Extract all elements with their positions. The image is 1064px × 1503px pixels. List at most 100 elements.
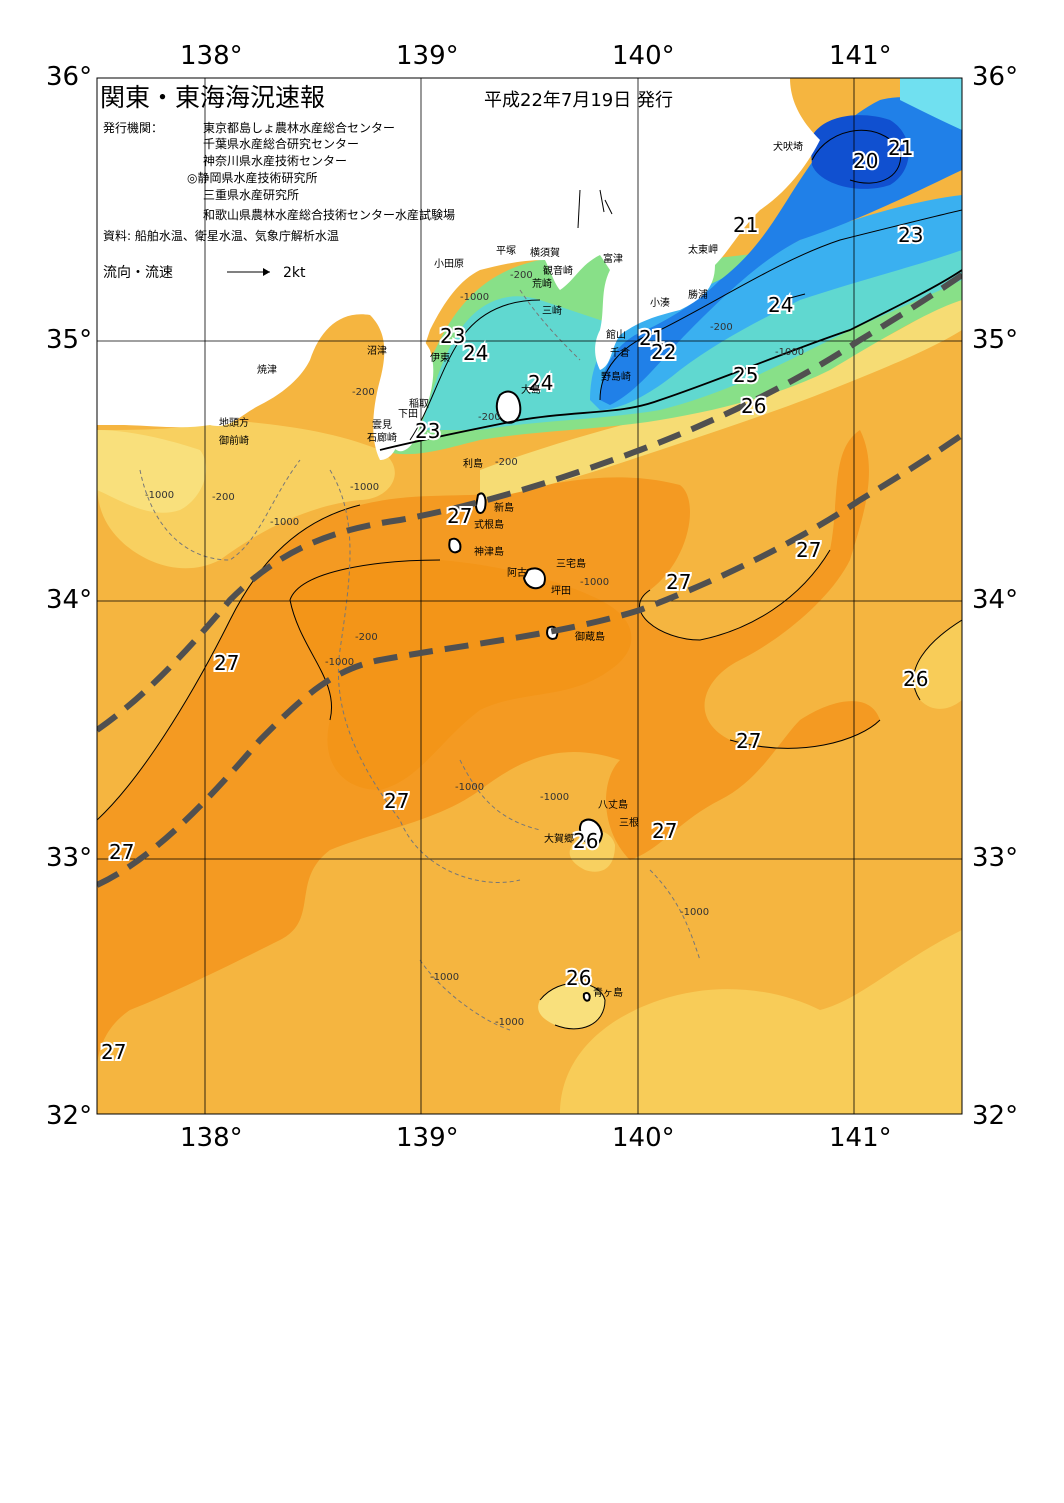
sst-label: 27 [101,1040,126,1064]
depth-label: -1000 [270,517,299,528]
sst-zone-26-southeast [560,930,962,1114]
place-name: 石廊崎 [367,431,397,444]
lat-label-right: 34° [972,585,1018,615]
sst-label: 27 [384,789,409,813]
depth-label: -1000 [325,657,354,668]
lon-label-bottom: 138° [180,1123,243,1153]
lat-label-right: 35° [972,325,1018,355]
depth-contours [139,289,701,1031]
place-name: 伊東 [430,351,450,364]
depth-label: -1000 [350,482,379,493]
place-name: 犬吠埼 [773,140,803,153]
lon-label-top: 141° [829,41,892,71]
sst-labels: 21 20 21 23 24 23 24 24 21 22 25 26 23 2… [99,134,930,1066]
depth-label: -200 [710,322,733,333]
place-name: 大賀郷 [544,832,574,845]
sst-zone-28-core [97,430,880,1070]
map-frame [96,77,963,1115]
sst-label: 26 [903,667,928,691]
place-name: 八丈島 [598,798,628,811]
current-axis-north [97,272,962,733]
depth-label: -1000 [455,782,484,793]
island-kozushima [448,537,462,554]
place-name: 太東岬 [688,243,718,256]
place-name: 勝浦 [688,288,708,301]
depth-label: -200 [352,387,375,398]
lat-label-right: 32° [972,1101,1018,1131]
sst-zone-25-nearshore [97,430,207,513]
sst-zone-25-band [480,290,962,500]
place-name: 富津 [603,252,623,265]
lat-label-left: 33° [46,843,92,873]
lon-label-bottom: 141° [829,1123,892,1153]
issuer: 東京都島しょ農林水産総合センター [203,120,395,135]
place-name: 御蔵島 [575,630,605,643]
sst-label: 21 [733,213,758,237]
sst-zone-28-inner [290,560,632,790]
island-aogashima [582,991,591,1002]
issuer: 三重県水産研究所 [203,187,299,202]
lat-label-left: 35° [46,325,92,355]
sst-label: 21 [888,136,913,160]
sst-label: 27 [666,570,691,594]
place-name: 新島 [494,501,514,514]
depth-label: -1000 [775,347,804,358]
depth-label: -200 [355,632,378,643]
lat-label-left: 34° [46,585,92,615]
lat-label-right: 36° [972,62,1018,92]
lon-label-top: 140° [612,41,675,71]
depth-label: -200 [212,492,235,503]
place-name: 平塚 [496,245,516,257]
depth-labels: -200 -1000 -200 -200 -200 -1000 -200 -20… [145,270,804,1028]
depth-label: -1000 [680,907,709,918]
place-name: 御前崎 [219,434,249,447]
place-name: 利島 [463,457,483,470]
lon-label-bottom: 140° [612,1123,675,1153]
place-name: 三宅島 [556,557,586,570]
sst-contours [97,129,962,1030]
sst-label: 26 [566,966,591,990]
depth-label: -1000 [540,792,569,803]
current-arrows [577,189,806,299]
data-sources: 資料: 船舶水温、衛星水温、気象庁解析水温 [103,228,339,243]
sst-label: 24 [463,341,488,365]
issuers-label: 発行機関： [103,120,163,135]
place-name: 三根 [619,816,639,829]
issuer: 神奈川県水産技術センター [203,153,347,168]
place-name: 雲見 [372,419,392,431]
island-oshima [495,390,522,424]
sst-label: 24 [768,293,793,317]
island-hachijo [578,818,604,848]
header: 関東・東海海況速報 平成22年7月19日 発行 発行機関： 東京都島しょ農林水産… [100,83,673,281]
place-name: 野島崎 [601,370,631,383]
sst-zone-light-ne [900,78,962,130]
place-name: 阿古 [507,566,527,579]
place-name: 地頭方 [219,416,249,429]
place-name: 焼津 [257,364,277,376]
lat-label-left: 32° [46,1101,92,1131]
issuer: ◎静岡県水産技術研究所 [187,170,317,185]
sst-zone-20 [810,115,909,189]
lon-label-top: 139° [396,41,459,71]
sst-label: 20 [853,149,878,173]
map-title: 関東・東海海況速報 [100,83,325,112]
place-name: 館山 [606,328,626,341]
depth-label: -1000 [430,972,459,983]
land-mainland [97,78,820,460]
sst-zone-26-hachijo [569,830,615,872]
depth-label: -1000 [580,577,609,588]
flow-legend-speed: 2kt [283,265,306,281]
flow-legend-arrow [227,268,270,276]
sst-label: 23 [898,223,923,247]
lat-label-left: 36° [46,62,92,92]
issuer: 千葉県水産総合研究センター [203,136,359,151]
issuer: 和歌山県農林水産総合技術センター水産試験場 [203,207,455,222]
depth-label: -200 [510,270,533,281]
sst-label: 21 [639,326,664,350]
depth-label: -1000 [460,292,489,303]
sst-label: 23 [415,419,440,443]
map-area: -200 -1000 -200 -200 -200 -1000 -200 -20… [97,78,962,1114]
depth-label: -1000 [145,490,174,501]
place-name: 小湊 [650,296,670,309]
place-name: 小田原 [434,258,464,270]
